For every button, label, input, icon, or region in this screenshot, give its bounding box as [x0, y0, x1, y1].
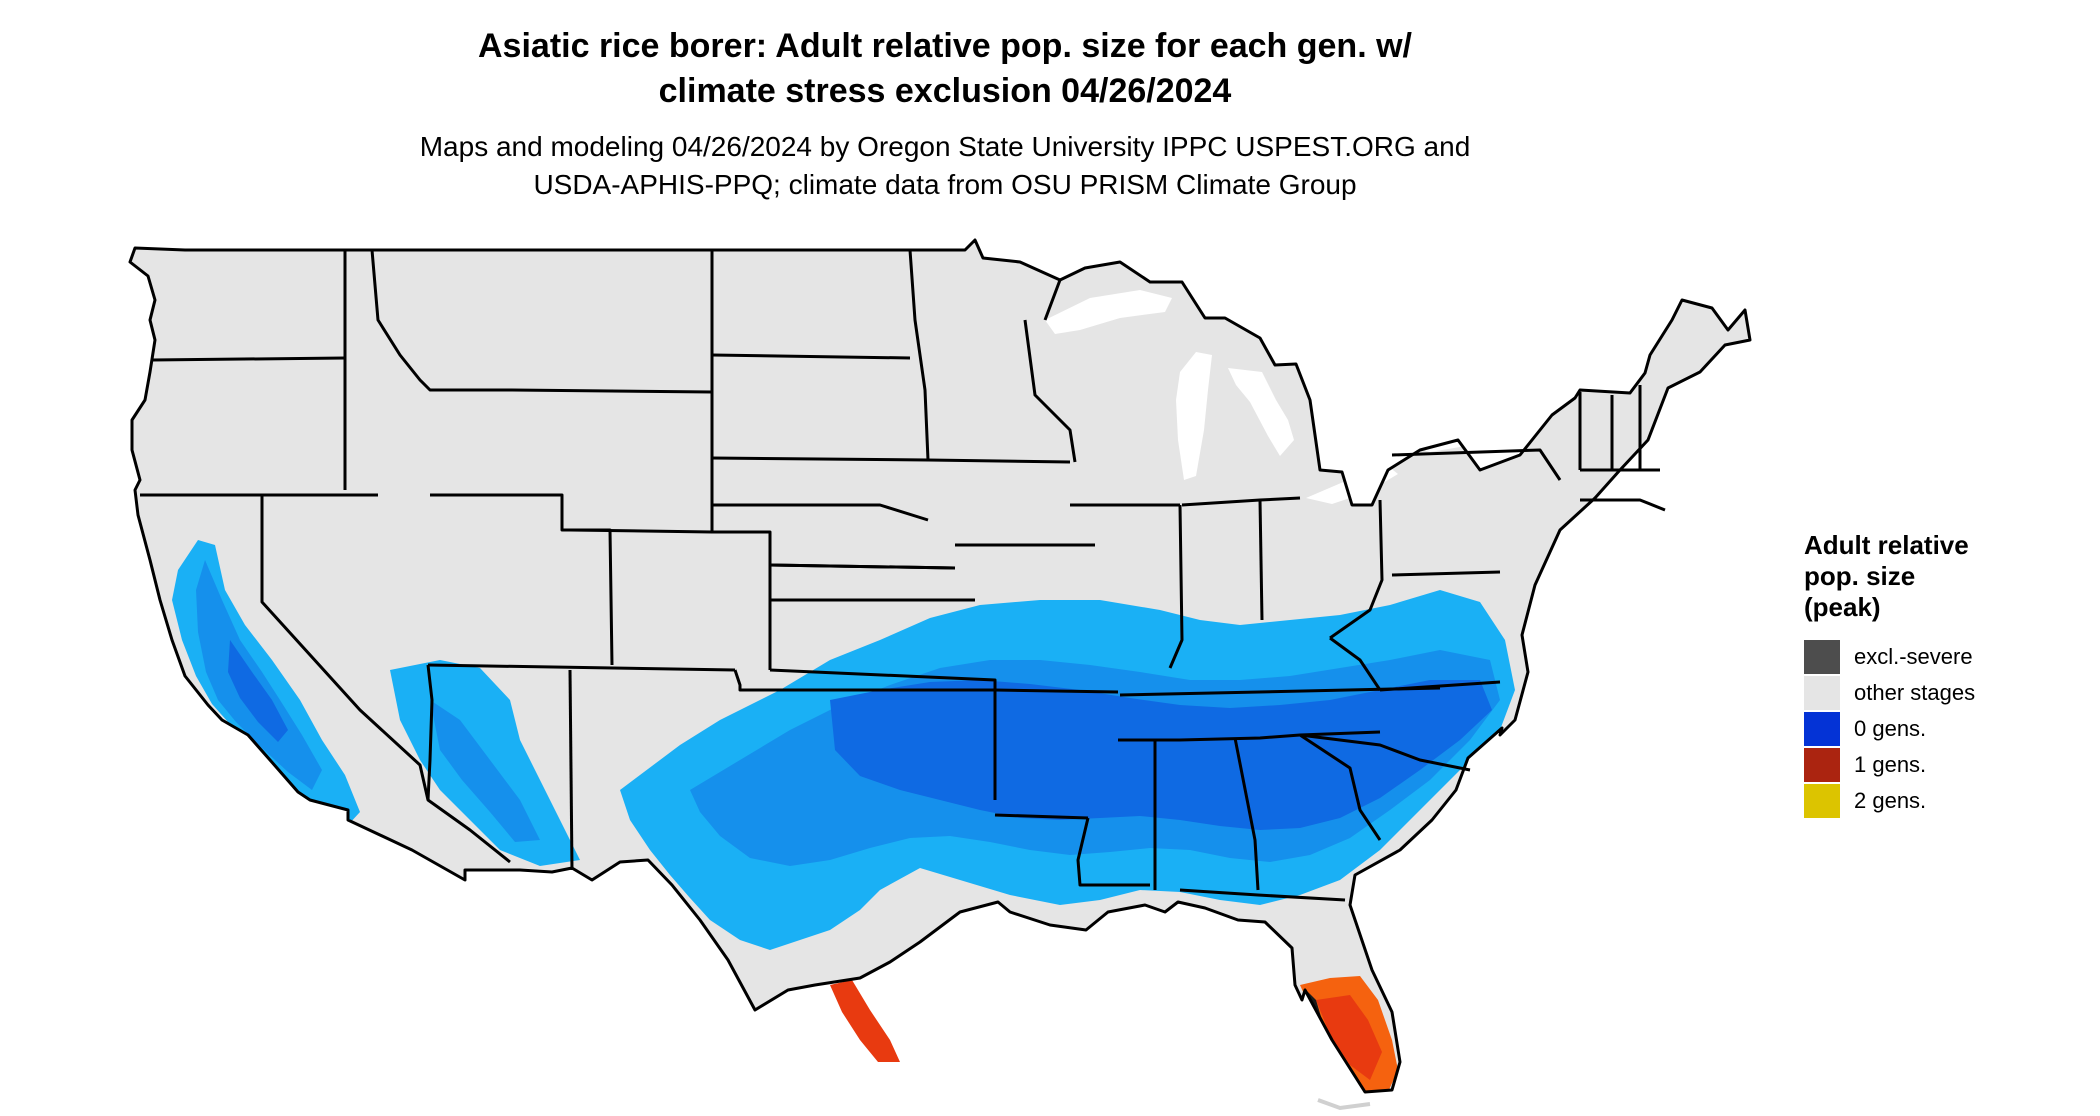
southwest-zone-mid [430, 700, 540, 842]
state-borders [128, 238, 1752, 1094]
map-subtitle-line-1: Maps and modeling 04/26/2024 by Oregon S… [419, 131, 1471, 162]
map-subtitle: Maps and modeling 04/26/2024 by Oregon S… [0, 128, 1890, 204]
legend-swatch-excl-severe [1804, 640, 1840, 674]
model-zones [172, 540, 1515, 1092]
legend-label-other-stages: other stages [1854, 680, 1976, 705]
legend-item-other-stages: other stages [1804, 675, 2084, 711]
legend-swatch-1-gens [1804, 748, 1840, 782]
california-zone-dark [228, 640, 288, 742]
legend-swatch-0-gens [1804, 712, 1840, 746]
legend-item-excl-severe: excl.-severe [1804, 639, 2084, 675]
legend-item-0-gens: 0 gens. [1804, 711, 2084, 747]
legend-label-0-gens: 0 gens. [1854, 716, 1927, 741]
lake-huron [1228, 368, 1294, 456]
lake-michigan [1176, 352, 1212, 480]
legend-title: Adult relative pop. size (peak) [1804, 530, 2084, 623]
california-zone-mid [196, 560, 322, 790]
legend-swatch-2-gens [1804, 784, 1840, 818]
legend: Adult relative pop. size (peak) excl.-se… [1804, 530, 2084, 819]
texas-zone-red [830, 980, 900, 1062]
florida-zone-red [1316, 995, 1382, 1080]
map-title-line-2: climate stress exclusion 04/26/2024 [658, 72, 1232, 110]
legend-swatch-other-stages [1804, 676, 1840, 710]
legend-title-line-2: pop. size [1804, 561, 1916, 591]
legend-label-excl-severe: excl.-severe [1854, 644, 1973, 669]
lake-superior [1045, 290, 1172, 334]
legend-item-1-gens: 1 gens. [1804, 747, 2084, 783]
legend-title-line-1: Adult relative [1804, 530, 1969, 560]
legend-label-1-gens: 1 gens. [1854, 752, 1927, 777]
legend-items: excl.-severe other stages 0 gens. 1 gens… [1804, 639, 2084, 819]
florida-keys [1317, 1098, 1371, 1111]
map-title-line-1: Asiatic rice borer: Adult relative pop. … [478, 27, 1412, 65]
lake-erie [1306, 466, 1398, 504]
legend-label-2-gens: 2 gens. [1854, 788, 1927, 813]
map-subtitle-line-2: USDA-APHIS-PPQ; climate data from OSU PR… [533, 169, 1357, 200]
legend-title-line-3: (peak) [1804, 592, 1881, 622]
map-title: Asiatic rice borer: Adult relative pop. … [0, 24, 1890, 114]
legend-item-2-gens: 2 gens. [1804, 783, 2084, 819]
